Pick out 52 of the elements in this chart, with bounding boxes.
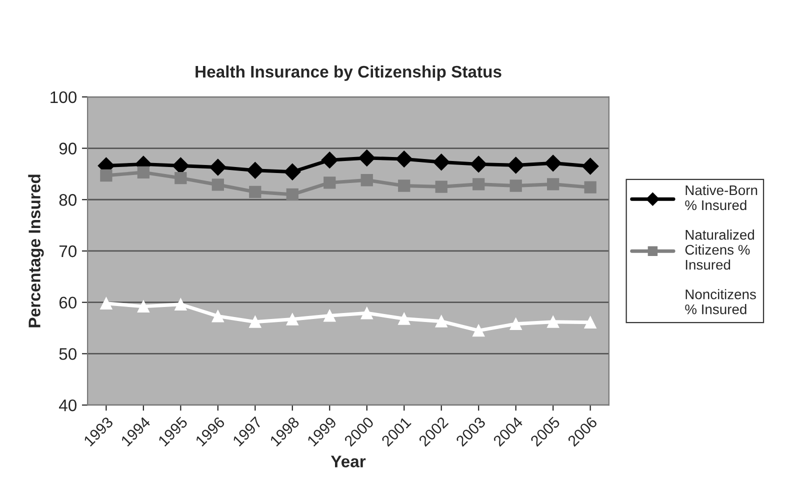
point	[174, 298, 187, 310]
y-tick-label: 60	[59, 296, 76, 309]
point	[432, 154, 450, 171]
y-axis-title: Percentage Insured	[28, 174, 44, 328]
point	[100, 169, 112, 182]
point	[358, 150, 376, 166]
point	[212, 178, 224, 191]
y-tick-label: 40	[58, 399, 76, 412]
point	[435, 315, 448, 328]
point	[249, 316, 262, 328]
point	[510, 318, 522, 330]
point	[324, 176, 336, 189]
point	[210, 158, 226, 176]
point	[435, 180, 448, 193]
y-tick-label: 100	[50, 91, 76, 104]
legend-label: Naturalized Citizens % Insured	[685, 230, 754, 270]
point	[507, 156, 524, 174]
point	[398, 180, 410, 192]
point	[396, 150, 412, 168]
point	[321, 152, 338, 168]
point	[584, 181, 596, 194]
point	[510, 180, 522, 192]
point	[584, 316, 596, 328]
point	[174, 172, 187, 184]
point	[360, 307, 373, 320]
y-tick-label: 90	[59, 142, 76, 154]
point	[398, 312, 410, 325]
point	[137, 300, 150, 313]
point	[137, 166, 150, 178]
point	[212, 310, 224, 322]
point	[249, 186, 262, 198]
point	[100, 297, 112, 310]
point	[582, 158, 599, 175]
y-tick-label: 70	[59, 245, 76, 258]
point	[284, 164, 301, 180]
legend-label: Native-Born % Insured	[685, 184, 758, 210]
point	[286, 313, 298, 326]
y-tick-label: 80	[59, 194, 76, 206]
point	[286, 188, 298, 201]
point	[547, 178, 560, 190]
point	[246, 162, 264, 179]
y-tick-label: 50	[59, 348, 76, 360]
text: Noncitizens % Insured	[685, 289, 756, 314]
point	[470, 156, 487, 173]
x-axis-title: Year	[330, 456, 366, 468]
point	[324, 310, 336, 322]
point	[544, 154, 562, 172]
point	[472, 178, 485, 190]
point	[547, 316, 560, 328]
point	[472, 324, 485, 337]
point	[360, 174, 373, 186]
chart-title: Health Insurance by Citizenship Status	[196, 65, 502, 81]
